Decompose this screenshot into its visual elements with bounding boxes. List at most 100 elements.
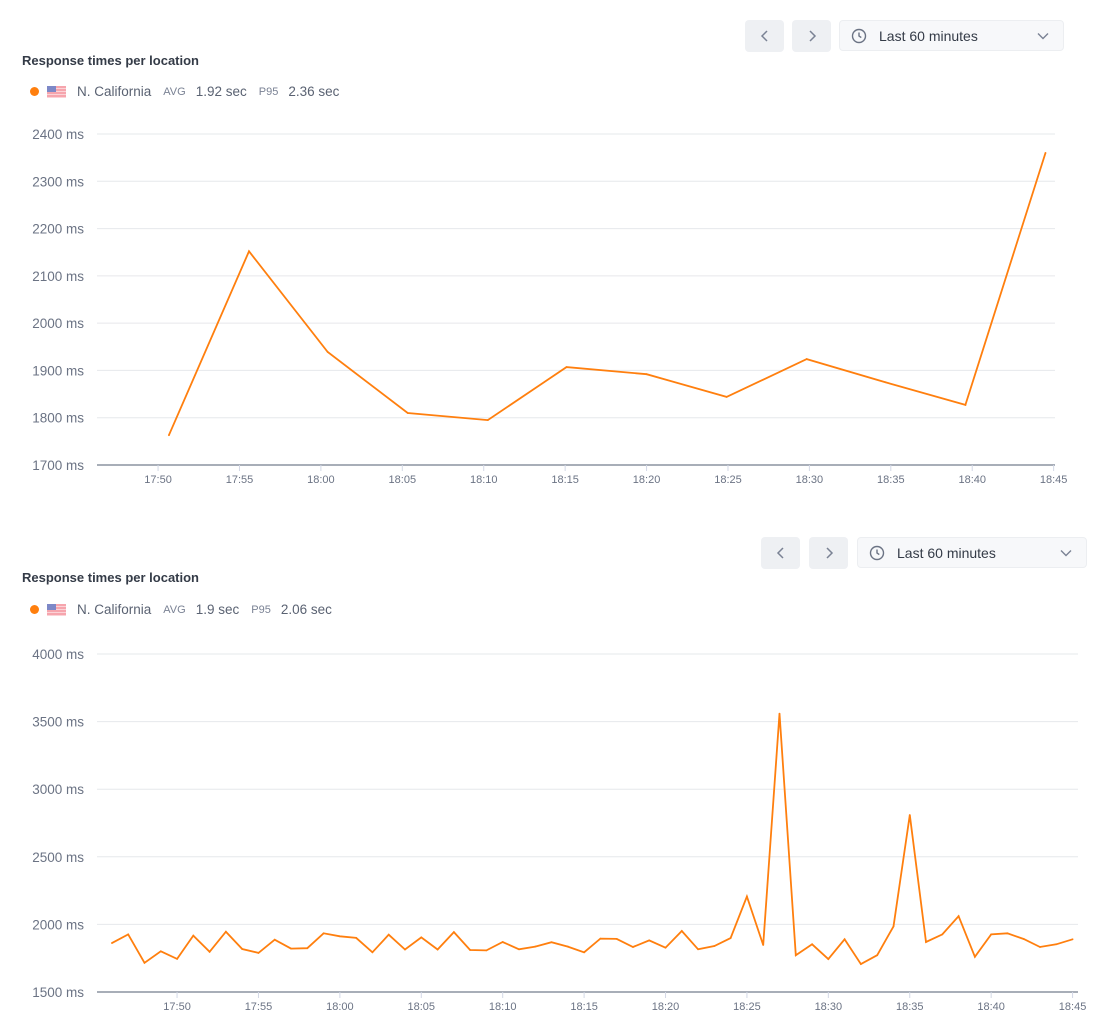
- legend[interactable]: N. California AVG 1.92 sec P95 2.36 sec: [30, 84, 339, 99]
- data-point: [762, 944, 765, 946]
- chevron-left-icon: [776, 547, 784, 559]
- data-point: [648, 939, 651, 942]
- next-range-button[interactable]: [792, 20, 831, 52]
- data-point: [778, 712, 781, 715]
- y-tick-label: 1800 ms: [32, 411, 84, 426]
- y-tick-label: 4000 ms: [32, 647, 84, 662]
- p95-label: P95: [258, 85, 279, 98]
- data-point: [257, 952, 260, 954]
- y-tick-label: 2500 ms: [32, 850, 84, 865]
- data-point: [469, 949, 472, 951]
- chevron-down-icon: [1037, 32, 1049, 39]
- data-point: [306, 947, 309, 950]
- x-tick-label: 18:15: [551, 474, 579, 486]
- data-point: [645, 373, 648, 376]
- us-flag-icon: [47, 85, 66, 98]
- data-point: [436, 948, 439, 951]
- x-tick-label: 18:40: [977, 1001, 1005, 1013]
- chart-title: Response times per location: [22, 570, 199, 585]
- data-point: [599, 937, 602, 940]
- clock-icon: [869, 545, 885, 560]
- data-point: [565, 366, 568, 369]
- data-point: [355, 937, 358, 939]
- data-point: [452, 931, 455, 934]
- y-tick-label: 2000 ms: [32, 316, 84, 331]
- data-point: [168, 434, 170, 437]
- p95-value: 2.06 sec: [280, 602, 332, 617]
- x-tick-label: 18:05: [408, 1001, 436, 1013]
- data-point: [248, 250, 250, 253]
- data-point: [860, 963, 862, 966]
- data-point: [550, 941, 553, 944]
- data-point: [725, 396, 728, 398]
- data-point: [729, 937, 732, 939]
- next-range-button[interactable]: [809, 537, 848, 569]
- data-point: [371, 951, 374, 954]
- data-point: [404, 948, 406, 951]
- y-tick-label: 1700 ms: [32, 458, 84, 473]
- data-point: [990, 933, 993, 936]
- chart-title: Response times per location: [22, 53, 199, 68]
- data-point: [127, 933, 130, 936]
- y-tick-label: 3000 ms: [32, 782, 84, 797]
- time-range-select[interactable]: Last 60 minutes: [857, 537, 1087, 568]
- data-point: [805, 358, 808, 360]
- x-tick-label: 18:10: [470, 474, 498, 486]
- legend[interactable]: N. California AVG 1.9 sec P95 2.06 sec: [30, 602, 332, 617]
- avg-label: AVG: [163, 85, 186, 98]
- x-tick-label: 17:55: [226, 474, 254, 486]
- chevron-right-icon: [808, 30, 816, 42]
- series-line: [168, 152, 1047, 436]
- prev-range-button[interactable]: [761, 537, 800, 569]
- x-tick-label: 17:55: [245, 1001, 273, 1013]
- x-tick-label: 18:10: [489, 1001, 517, 1013]
- x-tick-label: 18:00: [326, 1001, 354, 1013]
- y-tick-label: 2400 ms: [32, 127, 84, 142]
- data-point: [485, 949, 488, 952]
- data-point: [632, 946, 634, 948]
- data-point: [192, 934, 195, 937]
- legend-location: N. California: [77, 602, 152, 617]
- p95-value: 2.36 sec: [288, 84, 340, 99]
- x-tick-label: 18:45: [1040, 474, 1068, 486]
- chevron-down-icon: [1060, 549, 1072, 556]
- data-point: [713, 945, 716, 947]
- x-tick-label: 18:45: [1059, 1001, 1087, 1013]
- avg-label: AVG: [163, 603, 186, 616]
- avg-value: 1.92 sec: [195, 84, 247, 99]
- data-point: [338, 935, 341, 938]
- data-point: [518, 948, 520, 951]
- p95-label: P95: [251, 603, 271, 616]
- y-tick-label: 1900 ms: [32, 363, 84, 378]
- data-point: [964, 404, 967, 406]
- data-point: [566, 945, 569, 948]
- data-point: [892, 925, 895, 928]
- data-point: [326, 351, 329, 353]
- data-point: [1044, 152, 1047, 154]
- us-flag-icon: [47, 603, 66, 616]
- data-point: [225, 930, 227, 933]
- prev-range-button[interactable]: [745, 20, 784, 52]
- data-point: [1022, 938, 1025, 940]
- chart-panel-1: Last 60 minutes Response times per locat…: [0, 0, 1114, 500]
- data-point: [664, 946, 667, 949]
- series-color-dot: [30, 605, 39, 614]
- x-tick-label: 18:30: [796, 474, 824, 486]
- x-tick-label: 18:05: [389, 474, 417, 486]
- data-point: [1071, 938, 1074, 941]
- data-point: [1055, 943, 1058, 946]
- x-tick-label: 18:30: [815, 1001, 843, 1013]
- data-point: [387, 933, 390, 936]
- y-tick-label: 3500 ms: [32, 715, 84, 730]
- data-point: [941, 933, 944, 936]
- x-tick-label: 18:25: [733, 1001, 761, 1013]
- time-range-label: Last 60 minutes: [879, 27, 978, 44]
- data-point: [501, 941, 504, 943]
- data-point: [843, 938, 846, 941]
- time-range-select[interactable]: Last 60 minutes: [839, 20, 1064, 51]
- data-point: [534, 945, 537, 948]
- x-tick-label: 17:50: [144, 474, 172, 486]
- data-point: [159, 950, 162, 953]
